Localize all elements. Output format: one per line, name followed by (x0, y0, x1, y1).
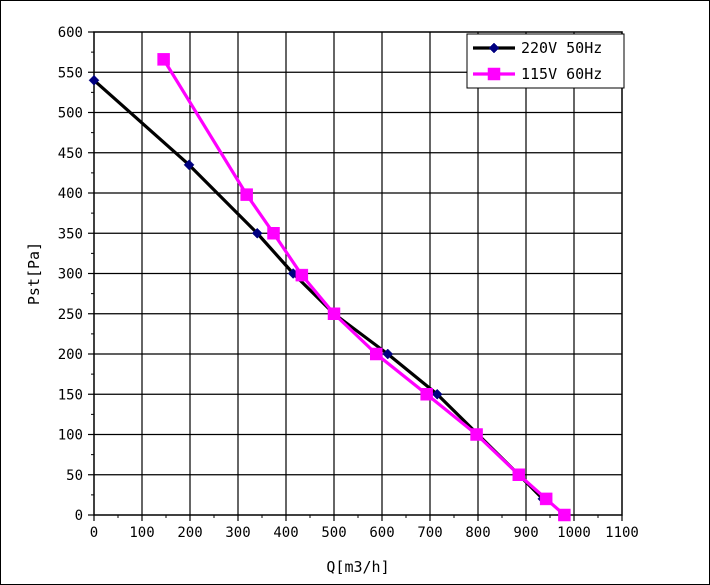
series-2-point (369, 347, 383, 361)
x-tick-label: 900 (513, 525, 538, 541)
legend-label: 115V 60Hz (521, 65, 602, 83)
series-1-point (88, 74, 100, 86)
x-tick-label: 100 (129, 525, 154, 541)
y-tick-label: 350 (58, 226, 83, 242)
minor-ticks (91, 51, 599, 518)
series-2-point (327, 307, 341, 320)
series-2-point (539, 492, 553, 506)
y-tick-label: 0 (75, 508, 83, 524)
y-tick-label: 450 (58, 146, 83, 162)
legend-entry-1: 220V 50Hz (473, 39, 602, 57)
series-2-point (295, 268, 309, 282)
series-2-point (470, 428, 483, 441)
y-tick-label: 200 (58, 347, 83, 363)
x-tick-label: 300 (225, 525, 250, 541)
series-2-point (558, 508, 571, 522)
y-tick-label: 400 (58, 186, 83, 202)
y-tick-label: 100 (58, 428, 83, 444)
legend-point (488, 42, 500, 54)
x-axis-title: Q[m3/h] (326, 558, 389, 576)
grid (94, 32, 622, 515)
axes (88, 31, 623, 521)
y-tick-label: 550 (58, 65, 83, 81)
y-tick-label: 50 (66, 468, 83, 484)
y-tick-label: 600 (58, 25, 83, 41)
series-1-point (251, 227, 263, 239)
series-1-point (183, 159, 195, 171)
legend-entries: 220V 50Hz 115V 60Hz (473, 39, 602, 83)
y-tick-label: 250 (58, 307, 83, 323)
series-1-point (431, 388, 443, 400)
y-tick-label: 150 (58, 387, 83, 403)
series-2-point (240, 188, 253, 201)
legend-entry-2: 115V 60Hz (473, 65, 602, 83)
series-2-point (267, 227, 280, 240)
x-tick-label: 800 (465, 525, 490, 541)
y-tick-label: 500 (58, 106, 83, 122)
series-2 (157, 53, 571, 522)
legend: 220V 50Hz 115V 60Hz (466, 33, 625, 89)
series-1-point (382, 348, 394, 360)
x-tick-label: 200 (177, 525, 202, 541)
x-tick-label: 600 (369, 525, 394, 541)
x-tick-label: 700 (417, 525, 442, 541)
y-tick-label: 300 (58, 267, 83, 283)
legend-point (487, 67, 501, 81)
series-2-point (512, 468, 526, 481)
x-tick-label: 400 (273, 525, 298, 541)
x-tick-label: 500 (321, 525, 346, 541)
x-tick-labels: 0 100 200 300 400 500 600 700 800 900 1000 1100 (90, 525, 639, 541)
x-tick-label: 0 (90, 525, 98, 541)
series-2-point (420, 388, 433, 401)
series-2-point (157, 53, 170, 66)
y-axis-title: Pst[Pa] (25, 242, 43, 305)
y-tick-labels: 0 50 100 150 200 250 300 350 400 450 500 550 600 (58, 25, 83, 524)
series-2-line (162, 58, 566, 517)
series (88, 53, 571, 522)
legend-label: 220V 50Hz (521, 39, 602, 57)
x-tick-label: 1000 (557, 525, 591, 541)
x-tick-label: 1100 (605, 525, 639, 541)
